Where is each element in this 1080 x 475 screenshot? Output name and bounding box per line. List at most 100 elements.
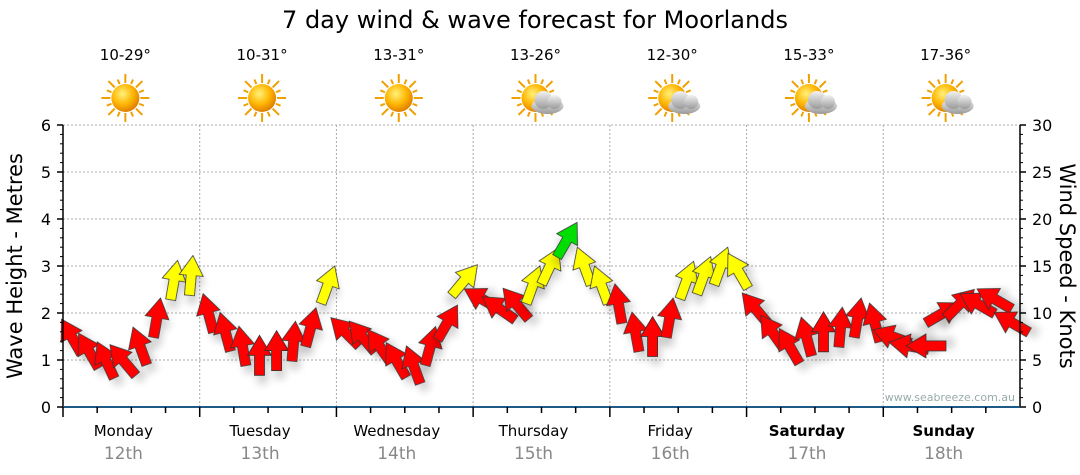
sun-ray [800,79,805,85]
wind-arrow [178,254,204,297]
sun-ray [408,107,417,116]
wind-arrow [281,320,307,362]
sun-ray [244,107,253,116]
day-label: Friday [647,422,693,440]
sun-ray [937,111,941,117]
sun-ray [138,102,145,107]
right-tick-label: 0 [1032,398,1042,417]
sun-ray [791,80,800,89]
cloud [941,91,974,114]
wind-arrow [128,326,152,367]
date-label: 12th [104,444,143,464]
wind-arrow [315,265,340,306]
temperature-range: 12-30° [647,46,698,64]
sun-ray [682,80,690,89]
sun-ray [271,107,280,116]
day-label: Tuesday [229,422,291,440]
sun-ray [927,107,936,116]
sun-ray [107,107,116,116]
sun-ray [379,102,386,107]
sun-ray [379,89,386,94]
wind-arrow [623,311,649,353]
partly-cloudy-icon [648,74,701,122]
wind-arrow [976,288,1015,314]
right-axis-label: Wind Speed - Knots [1055,163,1079,368]
sun-ray [813,79,818,85]
wind-arrow [246,334,273,376]
cloud [668,91,701,114]
sun [248,84,277,112]
sun-ray [654,107,663,116]
sun-ray [381,80,389,89]
wind-arrow [144,297,170,339]
sun-ray [412,89,418,94]
temperature-range: 13-26° [510,46,561,64]
left-tick-label: 2 [41,304,51,323]
day-label: Saturday [769,422,846,440]
left-tick-label: 1 [41,351,51,370]
sun-ray [663,79,668,85]
day-label: Wednesday [353,422,440,440]
sun-ray [545,80,554,89]
sun-ray [822,89,828,94]
sun-ray [818,80,827,89]
sun-ray [275,102,281,107]
sun-ray [266,111,271,117]
sun-ray [526,79,531,85]
wind-arrow [639,315,666,357]
temperature-range: 10-29° [100,46,151,64]
sun-ray [106,102,112,107]
partly-cloudy-icon [511,74,564,122]
sun-ray [253,79,258,85]
date-label: 16th [651,444,690,464]
cloud-part [957,95,972,109]
chart-title: 7 day wind & wave forecast for Moorlands [282,6,788,34]
cloud-part [820,95,835,109]
sun-ray [926,89,933,94]
wind-arrow [993,311,1032,338]
temperature-range: 13-31° [373,46,424,64]
sun-ray [654,80,663,89]
cloud [531,91,564,114]
sun-ray [790,102,796,107]
sun-ray [403,111,408,117]
right-tick-label: 5 [1032,351,1042,370]
sunny-icon [238,74,287,122]
wind-arrow [794,316,819,358]
sun-ray [540,79,545,85]
cloud-part [547,95,562,109]
temperature-range: 15-33° [783,46,834,64]
sun-ray [243,102,249,107]
wind-arrow [605,283,631,325]
wind-arrow [827,306,854,348]
wind-arrow [959,292,998,319]
cloud-part [684,95,699,109]
wind-arrow [536,247,562,287]
wind-arrow [432,304,459,343]
date-label: 13th [241,444,280,464]
wind-arrow [778,327,805,367]
sun-ray [926,102,933,107]
right-tick-label: 25 [1032,163,1052,182]
sun-ray [244,80,253,89]
sun-ray [517,80,526,89]
wind-arrow [109,344,141,380]
sun-ray [408,80,417,89]
temperature-range: 17-36° [920,46,971,64]
sun-ray [526,111,531,117]
sun-ray [663,111,668,117]
sun-ray [653,89,659,94]
date-label: 17th [787,444,826,464]
sun-ray [790,89,796,94]
left-tick-label: 6 [41,116,51,135]
wind-arrow [161,259,187,302]
wind-arrow [905,333,947,359]
sun-ray [412,102,418,107]
sun-ray [677,79,681,85]
sun-ray [266,79,271,85]
wind-arrow [810,311,837,353]
wind-arrow [691,255,716,297]
sun-ray [927,80,936,89]
